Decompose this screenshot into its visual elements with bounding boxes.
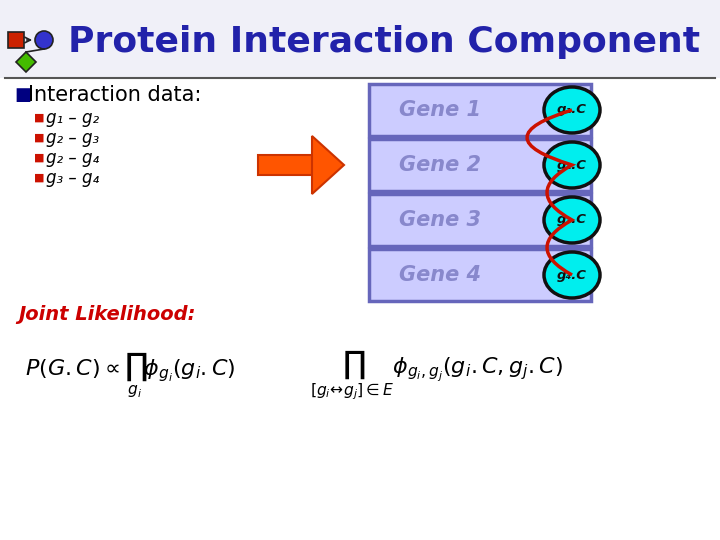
Text: g₂.C: g₂.C: [557, 159, 587, 172]
Ellipse shape: [544, 252, 600, 298]
Text: ■: ■: [14, 86, 31, 104]
Text: ■: ■: [34, 173, 45, 183]
Text: g₄.C: g₄.C: [557, 268, 587, 281]
Text: Interaction data:: Interaction data:: [28, 85, 202, 105]
Text: $\prod_{[g_i\!\leftrightarrow\! g_j]\in E} \phi_{g_i,g_j}(g_i.C, g_j.C)$: $\prod_{[g_i\!\leftrightarrow\! g_j]\in …: [310, 348, 563, 402]
Text: $P(G.C) \propto \prod_{g_i} \phi_{g_i}(g_i.C)$: $P(G.C) \propto \prod_{g_i} \phi_{g_i}(g…: [25, 350, 235, 400]
Text: ■: ■: [34, 113, 45, 123]
Text: g₁.C: g₁.C: [557, 104, 587, 117]
Text: g₁ – g₂: g₁ – g₂: [46, 109, 99, 127]
Polygon shape: [312, 136, 344, 194]
Text: g₃ – g₄: g₃ – g₄: [46, 169, 99, 187]
Text: g₂ – g₄: g₂ – g₄: [46, 149, 99, 167]
Text: Gene 2: Gene 2: [399, 155, 481, 175]
FancyBboxPatch shape: [0, 0, 720, 78]
Polygon shape: [16, 52, 36, 72]
Text: Gene 4: Gene 4: [399, 265, 481, 285]
Text: ■: ■: [34, 153, 45, 163]
Text: g₂ – g₃: g₂ – g₃: [46, 129, 99, 147]
Text: Gene 1: Gene 1: [399, 100, 481, 120]
FancyBboxPatch shape: [369, 194, 591, 246]
Ellipse shape: [544, 142, 600, 188]
Ellipse shape: [544, 197, 600, 243]
Text: Protein Interaction Component: Protein Interaction Component: [68, 25, 700, 59]
Text: ■: ■: [34, 133, 45, 143]
Text: Gene 3: Gene 3: [399, 210, 481, 230]
Bar: [258, 155, 313, 175]
Text: g₃.C: g₃.C: [557, 213, 587, 226]
FancyBboxPatch shape: [369, 84, 591, 136]
Ellipse shape: [544, 87, 600, 133]
Bar: [8, 32, 24, 48]
FancyBboxPatch shape: [369, 249, 591, 301]
Circle shape: [35, 31, 53, 49]
Text: Joint Likelihood:: Joint Likelihood:: [18, 306, 195, 325]
FancyBboxPatch shape: [369, 139, 591, 191]
